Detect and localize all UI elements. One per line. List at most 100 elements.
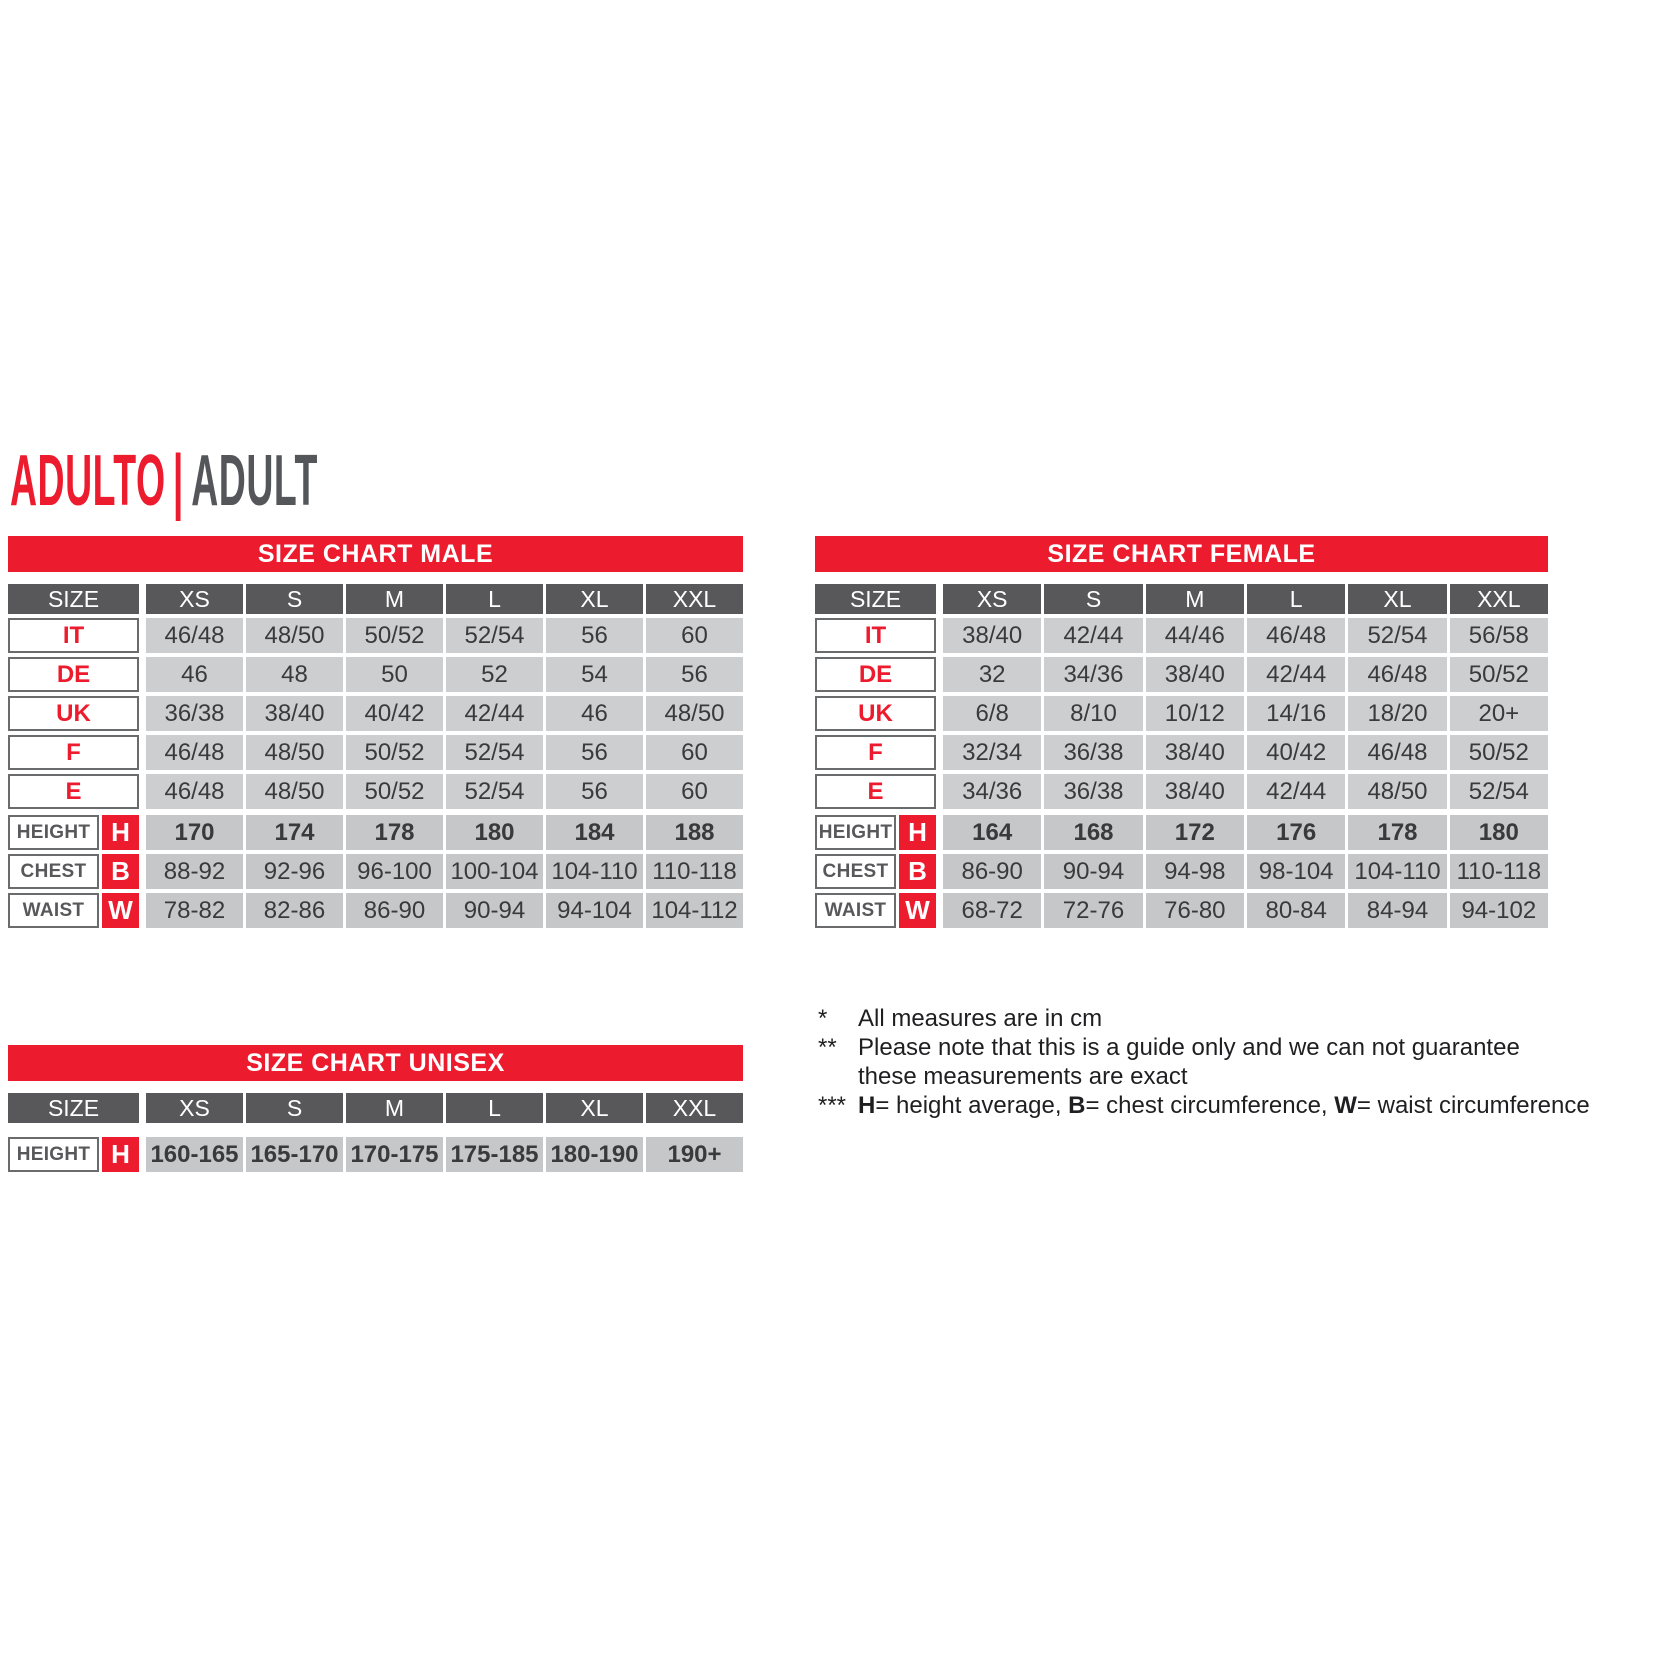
size-cell: 60 [646, 774, 743, 809]
column-header-cell: XL [546, 584, 643, 614]
size-values: 6/8 8/10 10/12 14/16 18/20 20+ [943, 696, 1548, 731]
size-cell: 52/54 [446, 618, 543, 653]
size-cell: 50 [346, 657, 443, 692]
size-cell: 6/8 [943, 696, 1042, 731]
measure-cell: 86-90 [943, 854, 1042, 889]
size-cell: 36/38 [1044, 735, 1143, 770]
measure-cell: 165-170 [246, 1137, 343, 1172]
size-cell: 42/44 [1247, 774, 1346, 809]
row-label: F [8, 735, 139, 770]
measure-cell: 98-104 [1247, 854, 1346, 889]
size-cell: 40/42 [1247, 735, 1346, 770]
row-label: UK [8, 696, 139, 731]
measure-label: HEIGHT [8, 815, 99, 850]
size-cell: 48/50 [246, 735, 343, 770]
measure-cell: 190+ [646, 1137, 743, 1172]
column-header-size: SIZE [815, 584, 936, 614]
column-header-size: SIZE [8, 1093, 139, 1123]
footnote: ** Please note that this is a guide only … [818, 1033, 1598, 1091]
column-header-cell: L [446, 1093, 543, 1123]
measure-cell: 178 [1348, 815, 1447, 850]
row-label-box: IT [8, 618, 139, 653]
measure-block: HEIGHT H 160-165 165-170 170-175 175-185 180-1… [8, 1137, 743, 1172]
column-header-cell: SIZE [8, 584, 139, 614]
measure-label: WAIST [815, 893, 896, 928]
page-title-secondary: ADULT [191, 441, 318, 521]
size-row-f: F 32/34 36/38 38/40 40/42 46/48 50/52 [815, 735, 1548, 770]
measure-cell: 68-72 [943, 893, 1042, 928]
row-label-box: DE [8, 657, 139, 692]
measure-letter-badge: W [899, 893, 936, 928]
measure-cell: 104-110 [1348, 854, 1447, 889]
size-cell: 52/54 [1348, 618, 1447, 653]
measure-cell: 88-92 [146, 854, 243, 889]
column-header-cell: S [246, 584, 343, 614]
footnote-segment: B [1068, 1092, 1086, 1119]
size-row-uk: UK 6/8 8/10 10/12 14/16 18/20 20+ [815, 696, 1548, 731]
measure-cell: 78-82 [146, 893, 243, 928]
footnote: *** H= height average, B= chest circumfer… [818, 1091, 1598, 1120]
size-cell: 46/48 [1348, 735, 1447, 770]
column-header-cell: L [1247, 584, 1346, 614]
footnote-segment: = chest circumference, [1085, 1092, 1335, 1119]
size-cell: 32 [943, 657, 1042, 692]
size-cell: 48 [246, 657, 343, 692]
footnote-marker: * [818, 1005, 828, 1032]
measure-cell: 110-118 [646, 854, 743, 889]
size-cell: 60 [646, 735, 743, 770]
size-chart-female: SIZE CHART FEMALE SIZE XS S M L XL XXL IT 38/40 42… [815, 536, 1548, 932]
size-row-uk: UK 36/38 38/40 40/42 42/44 46 48/50 [8, 696, 743, 731]
measure-values: 68-72 72-76 76-80 80-84 84-94 94-102 [943, 893, 1548, 928]
measure-values: 88-92 92-96 96-100 100-104 104-110 110-118 [146, 854, 743, 889]
measure-label: WAIST [8, 893, 99, 928]
size-values: 46/48 48/50 50/52 52/54 56 60 [146, 735, 743, 770]
measure-row-chest: CHEST B 86-90 90-94 94-98 98-104 104-110 110-11… [815, 854, 1548, 889]
footnote-text: H= height average, B= chest circumferenc… [858, 1091, 1598, 1120]
footnote-marker: ** [818, 1034, 837, 1061]
row-label-box: F [815, 735, 936, 770]
size-cell: 46 [546, 696, 643, 731]
measure-label: CHEST [8, 854, 99, 889]
size-cell: 38/40 [1145, 735, 1244, 770]
size-cell: 46/48 [1348, 657, 1447, 692]
measure-cell: 84-94 [1348, 893, 1447, 928]
footnote-segment: = height average, [875, 1092, 1069, 1119]
size-cell: 38/40 [246, 696, 343, 731]
size-cell: 42/44 [1044, 618, 1143, 653]
row-label-box: E [8, 774, 139, 809]
row-label: UK [815, 696, 936, 731]
measure-letter-badge: B [899, 854, 936, 889]
column-header-row: SIZE XS S M L XL XXL [8, 1093, 743, 1123]
size-cell: 52 [446, 657, 543, 692]
measure-label-box: CHEST B [815, 854, 936, 889]
measure-cell: 176 [1247, 815, 1346, 850]
measure-letter-badge: H [899, 815, 936, 850]
measure-row-height: HEIGHT H 160-165 165-170 170-175 175-185 180-1… [8, 1137, 743, 1172]
size-cell: 32/34 [943, 735, 1042, 770]
size-cell: 60 [646, 618, 743, 653]
size-chart-male: SIZE CHART MALE SIZE XS S M L XL XXL IT 46/48 48/5… [8, 536, 743, 932]
row-label-box: IT [815, 618, 936, 653]
column-header-sizes: XS S M L XL XXL [146, 584, 743, 614]
table-banner-female: SIZE CHART FEMALE [815, 536, 1548, 572]
measure-letter-badge: B [102, 854, 139, 889]
measure-cell: 82-86 [246, 893, 343, 928]
column-header-cell: M [1145, 584, 1244, 614]
table-banner-male: SIZE CHART MALE [8, 536, 743, 572]
size-row-de: DE 46 48 50 52 54 56 [8, 657, 743, 692]
row-label-box: E [815, 774, 936, 809]
row-label: IT [8, 618, 139, 653]
measure-label: HEIGHT [815, 815, 896, 850]
column-header-cell: S [246, 1093, 343, 1123]
measure-cell: 94-102 [1449, 893, 1548, 928]
size-values: 32/34 36/38 38/40 40/42 46/48 50/52 [943, 735, 1548, 770]
size-cell: 10/12 [1145, 696, 1244, 731]
measure-values: 164 168 172 176 178 180 [943, 815, 1548, 850]
measure-cell: 80-84 [1247, 893, 1346, 928]
size-cell: 50/52 [346, 618, 443, 653]
measure-cell: 164 [943, 815, 1042, 850]
measure-label-box: HEIGHT H [8, 1137, 139, 1172]
size-values: 32 34/36 38/40 42/44 46/48 50/52 [943, 657, 1548, 692]
column-header-cell: XXL [1449, 584, 1548, 614]
size-cell: 38/40 [1145, 657, 1244, 692]
